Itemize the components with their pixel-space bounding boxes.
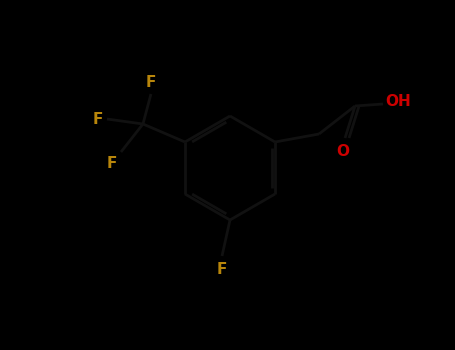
Text: F: F: [106, 156, 117, 171]
Text: F: F: [146, 75, 156, 90]
Text: F: F: [92, 112, 103, 126]
Text: F: F: [217, 262, 227, 277]
Text: O: O: [337, 144, 349, 159]
Text: OH: OH: [385, 94, 411, 110]
